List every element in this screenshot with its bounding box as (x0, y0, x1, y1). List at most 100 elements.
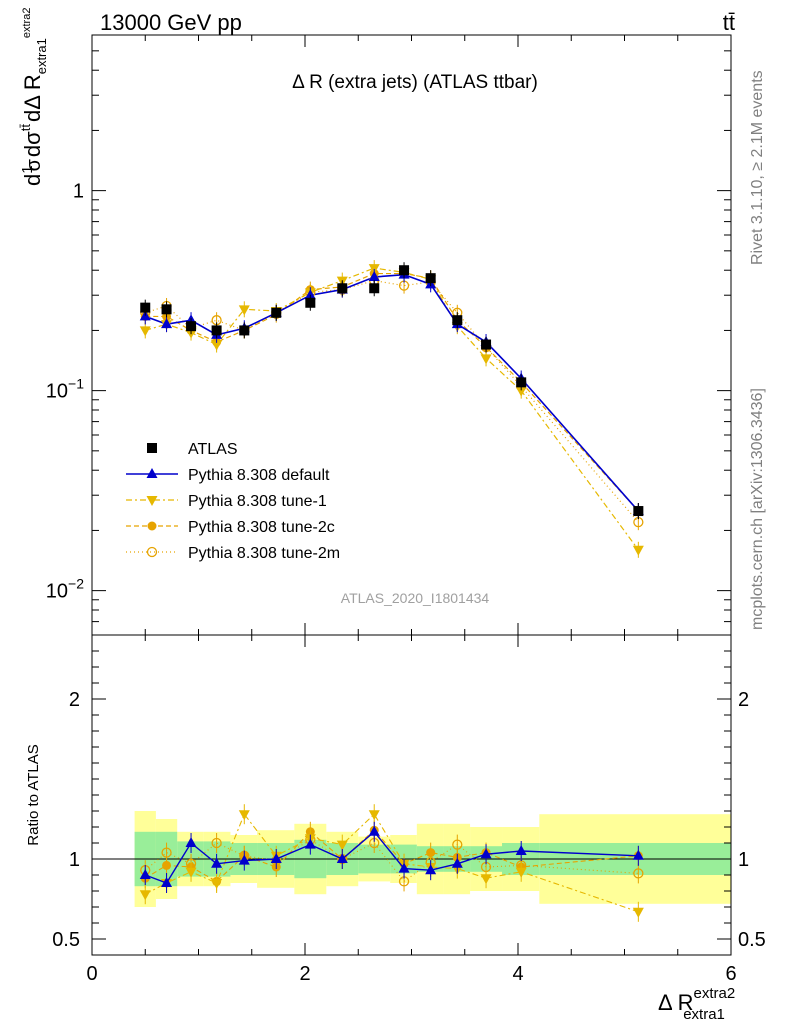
y-tick-label: 10−1 (46, 376, 84, 403)
ratio-marker-pythia-8-308-tune-2c (426, 848, 436, 858)
rivet-label: Rivet 3.1.10, ≥ 2.1M events (749, 70, 766, 265)
marker-pythia-8-308-tune-1 (515, 386, 527, 397)
marker-pythia-8-308-default (161, 318, 173, 329)
marker-pythia-8-308-default (368, 270, 380, 281)
ratio-marker-pythia-8-308-tune-1 (238, 810, 250, 821)
ylabel-sup: extra2 (21, 8, 33, 39)
legend-marker-pythia-8-308-tune-1 (146, 496, 158, 506)
marker-atlas (337, 283, 348, 294)
legend-label-atlas: ATLAS (188, 441, 238, 458)
ratio-marker-pythia-8-308-default (270, 853, 282, 863)
legend-marker-pythia-8-308-default (146, 468, 158, 478)
ylabel-sup-tt: tt̄ (18, 124, 33, 132)
ylabel-sigma: σ (20, 131, 45, 145)
y-tick-base: 10 (46, 381, 68, 403)
ratio-marker-pythia-8-308-tune-1 (632, 907, 644, 918)
ratio-marker-pythia-8-308-default (304, 838, 316, 849)
marker-pythia-8-308-tune-1 (238, 305, 250, 316)
y-axis-label-ratio: Ratio to ATLAS (25, 744, 42, 845)
y-tick-base: 10 (46, 581, 68, 603)
ratio-marker-pythia-8-308-tune-1 (185, 867, 197, 878)
ratio-marker-pythia-8-308-tune-1 (368, 810, 380, 821)
marker-atlas (140, 302, 151, 313)
ratio-marker-pythia-8-308-tune-1 (480, 874, 492, 885)
ratio-marker-pythia-8-308-default (425, 864, 437, 875)
ylabel-d2: d (20, 145, 45, 157)
ratio-marker-pythia-8-308-default (451, 857, 463, 868)
legend-label-pythia-8-308-tune-1: Pythia 8.308 tune-1 (188, 493, 327, 510)
marker-atlas (633, 506, 644, 517)
ratio-tick-label: 1 (69, 849, 80, 871)
legend-marker-atlas (147, 443, 157, 453)
ylabel-sub: extra1 (34, 38, 49, 74)
series-markers (139, 260, 644, 558)
watermark: ATLAS_2020_I1801434 (341, 590, 490, 606)
y-axis-label-top: d1σdσtt̄dΔ Rextra1extra2 (18, 8, 49, 186)
marker-atlas (481, 339, 492, 350)
legend: ATLAS Pythia 8.308 default Pythia 8.308 tu… (126, 441, 340, 562)
y-tick-label: 1 (73, 181, 84, 203)
x-axis-label: Δ Rextra2 extra1 (658, 985, 735, 1023)
legend-label-pythia-8-308-tune-2c: Pythia 8.308 tune-2c (188, 519, 335, 536)
marker-atlas (271, 307, 282, 318)
ratio-marker-pythia-8-308-default (139, 869, 151, 879)
ratio-marker-pythia-8-308-tune-2m (211, 837, 222, 849)
marker-atlas (186, 321, 197, 332)
ratio-marker-pythia-8-308-default (368, 825, 380, 836)
x-tick-label: 2 (299, 963, 310, 985)
x-axis-label-main: Δ R (658, 990, 693, 1015)
ratio-tick-label-right: 0.5 (738, 929, 766, 951)
ratio-lines (139, 804, 644, 922)
x-axis-label-sub: extra1 (683, 1006, 725, 1023)
ratio-marker-pythia-8-308-tune-1 (336, 840, 348, 851)
marker-atlas (369, 283, 380, 294)
legend-label-pythia-8-308-default: Pythia 8.308 default (188, 467, 330, 484)
ratio-tick-label-right: 2 (738, 689, 749, 711)
y-tick-label: 10−2 (46, 576, 84, 603)
ratio-marker-pythia-8-308-default (480, 848, 492, 859)
legend-marker-pythia-8-308-tune-2m (146, 546, 158, 558)
x-tick-label: 6 (725, 963, 736, 985)
ratio-marker-pythia-8-308-default (398, 862, 410, 873)
ratio-marker-pythia-8-308-default (336, 853, 348, 863)
x-axis-label-sup: extra2 (693, 985, 735, 1002)
x-tick-label: 4 (512, 963, 523, 985)
ylabel-sigma-den: σ (23, 158, 45, 171)
ratio-marker-pythia-8-308-default (238, 854, 250, 865)
ratio-tick-label-right: 1 (738, 849, 749, 871)
ratio-marker-pythia-8-308-default (515, 845, 527, 855)
mcplots-label: mcplots.cern.ch [arXiv:1306.3436] (749, 388, 766, 630)
marker-pythia-8-308-tune-1 (139, 326, 151, 337)
x-tick-label: 0 (86, 963, 97, 985)
marker-atlas (211, 325, 222, 336)
y-tick-exp: −1 (68, 376, 84, 392)
marker-atlas (239, 325, 250, 336)
marker-atlas (305, 297, 316, 308)
chart-title: Δ R (extra jets) (ATLAS ttbar) (292, 72, 538, 93)
marker-atlas (516, 377, 527, 388)
header-left: 13000 GeV pp (100, 10, 242, 35)
ratio-marker-pythia-8-308-default (211, 857, 223, 868)
marker-atlas (425, 273, 436, 284)
ylabel-frac: 1 (19, 165, 36, 173)
legend-label-pythia-8-308-tune-2m: Pythia 8.308 tune-2m (188, 545, 340, 562)
ratio-marker-pythia-8-308-tune-1 (515, 867, 527, 878)
marker-atlas (161, 304, 172, 315)
y-tick-exp: −2 (68, 576, 84, 592)
legend-marker-pythia-8-308-tune-2c (147, 521, 157, 531)
ratio-line-pythia-8-308-tune-2m (144, 839, 639, 883)
ratio-marker-pythia-8-308-tune-2c (162, 860, 172, 870)
ratio-marker-pythia-8-308-default (185, 837, 197, 847)
marker-atlas (399, 265, 410, 276)
header-right: tt̄ (723, 10, 735, 35)
ratio-tick-label: 0.5 (52, 929, 80, 951)
marker-pythia-8-308-tune-1 (480, 354, 492, 365)
ratio-tick-label: 2 (69, 689, 80, 711)
ylabel-d: d (20, 174, 45, 186)
ylabel-den: dΔ R (20, 74, 45, 122)
ratio-marker-pythia-8-308-tune-2m (633, 868, 644, 879)
marker-atlas (452, 315, 463, 326)
svg-text:d1σdσtt̄dΔ Rextra1extra2: d1σdσtt̄dΔ Rextra1extra2 (18, 8, 49, 186)
marker-pythia-8-308-tune-1 (211, 340, 223, 351)
